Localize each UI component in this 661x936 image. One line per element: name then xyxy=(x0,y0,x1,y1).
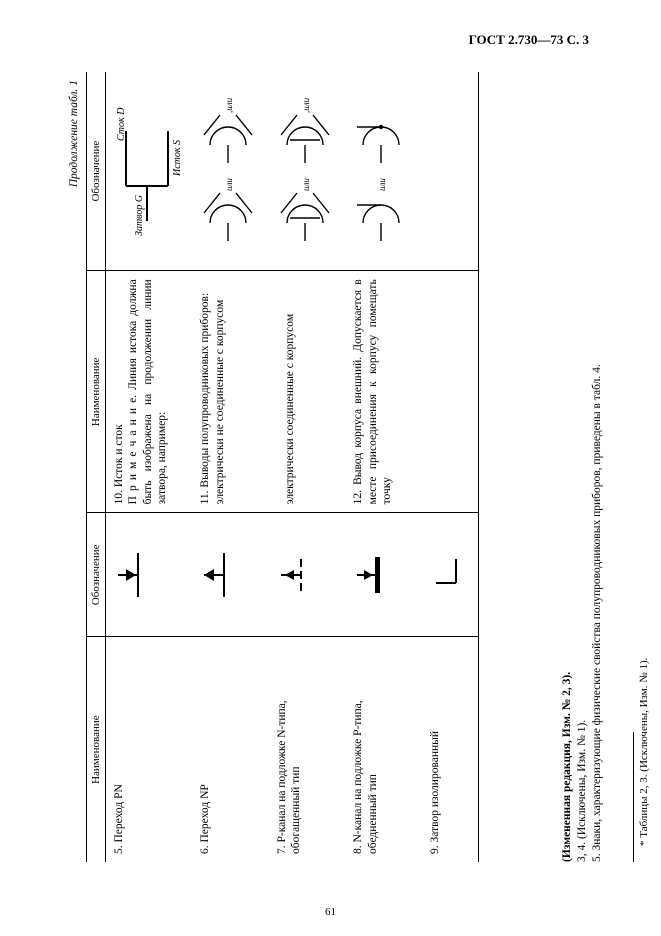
arrow-up-icon xyxy=(204,569,214,581)
main-table: Наименование Обозначение Наименование Об… xyxy=(86,72,479,862)
symbol-n-channel-dep xyxy=(351,545,397,605)
cell-name: электрически соединенные с корпусом xyxy=(269,271,345,513)
svg-text:или: или xyxy=(377,178,387,191)
table-row: 6. Переход NP 11. Выводы полупроводников… xyxy=(192,72,268,862)
symbol-leads-not-connected: или ,или xyxy=(198,91,258,251)
symbol-insulated-gate xyxy=(428,545,468,605)
cell-name xyxy=(422,271,479,513)
table-row: 5. Переход PN 10. Исток и сток П р и м е… xyxy=(106,72,193,862)
page: ГОСТ 2.730—73 С. 3 Продолжение табл. 1 Н… xyxy=(0,0,661,936)
svg-text:или: или xyxy=(224,178,234,191)
cell-symbol xyxy=(106,513,193,637)
cell-symbol xyxy=(269,513,345,637)
cell-name: 11. Выводы полупроводниковых приборов: э… xyxy=(192,271,268,513)
cell-name: 8. N-канал на подложке P-типа, обедненны… xyxy=(345,637,421,862)
svg-text:или: или xyxy=(301,178,311,191)
note-line: 3, 4. (Исключены, Изм. № 1). xyxy=(576,82,588,862)
footnote: * Таблицы 2, 3. (Исключены, Изм. № 1). xyxy=(638,658,650,846)
note-line: 5. Знаки, характеризующие физические сво… xyxy=(591,82,603,862)
cell-symbol xyxy=(345,513,421,637)
cell-name: 9. Затвор изолированный xyxy=(422,637,479,862)
table-row: 8. N-канал на подложке P-типа, обедненны… xyxy=(345,72,421,862)
cell-symbol xyxy=(422,513,479,637)
table-header-row: Наименование Обозначение Наименование Об… xyxy=(87,72,106,862)
arrow-up-icon xyxy=(285,570,294,580)
cell-symbol: или xyxy=(345,72,421,271)
table-continuation-label: Продолжение табл. 1 xyxy=(68,80,80,187)
col-header-name: Наименование xyxy=(87,637,106,862)
cell-name: 10. Исток и сток П р и м е ч а н и е. Ли… xyxy=(106,271,193,513)
symbol-external-case-lead: или xyxy=(351,91,411,251)
symbol-p-channel-enh xyxy=(275,545,315,605)
col-header-symbol: Обозначение xyxy=(87,513,106,637)
table-row: 9. Затвор изолированный xyxy=(422,72,479,862)
svg-text:,или: ,или xyxy=(224,97,234,113)
symbol-leads-connected: или ,или xyxy=(275,91,335,251)
cell-symbol: или ,или xyxy=(192,72,268,271)
cell-name: 7. P-канал на подложке N-типа, обогащенн… xyxy=(269,637,345,862)
arrow-down-icon xyxy=(364,570,373,580)
footnote-rule xyxy=(633,732,634,862)
dot-icon xyxy=(379,125,383,129)
cell-symbol xyxy=(422,72,479,271)
notes-block: (Измененная редакция, Изм. № 2, 3). 3, 4… xyxy=(558,82,606,862)
document-header: ГОСТ 2.730—73 С. 3 xyxy=(469,32,589,48)
col-header-name: Наименование xyxy=(87,271,106,513)
note-line: (Измененная редакция, Изм. № 2, 3). xyxy=(561,82,573,862)
cell-symbol: Затвор G Исток S Сток D xyxy=(106,72,193,271)
table-row: 7. P-канал на подложке N-типа, обогащенн… xyxy=(269,72,345,862)
arrow-down-icon xyxy=(126,569,136,581)
page-number: 61 xyxy=(325,906,336,918)
svg-text:,или: ,или xyxy=(301,97,311,113)
cell-symbol: или ,или xyxy=(269,72,345,271)
svg-text:Сток D: Сток D xyxy=(116,107,127,141)
cell-symbol xyxy=(192,513,268,637)
symbol-np-junction xyxy=(198,545,238,605)
symbol-source-drain: Затвор G Исток S Сток D xyxy=(112,96,182,246)
cell-name: 5. Переход PN xyxy=(106,637,193,862)
cell-name: 6. Переход NP xyxy=(192,637,268,862)
svg-text:Затвор G: Затвор G xyxy=(134,195,145,236)
cell-name: 12. Вывод корпуса внешний. Допускается в… xyxy=(345,271,421,513)
svg-text:Исток S: Исток S xyxy=(172,140,182,177)
col-header-symbol: Обозначение xyxy=(87,72,106,271)
symbol-pn-junction xyxy=(112,545,152,605)
rotated-content: Продолжение табл. 1 Наименование Обознач… xyxy=(68,72,598,862)
